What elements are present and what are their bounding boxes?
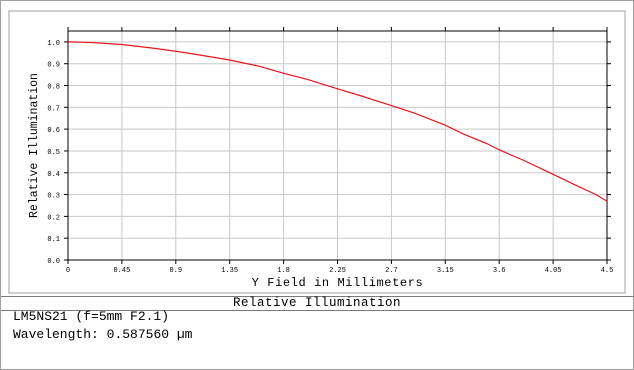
x-tick-label: 0 <box>66 267 70 275</box>
plot-frame <box>67 30 608 261</box>
x-tick-label: 4.05 <box>545 267 562 275</box>
y-tick-label: 0.3 <box>47 193 60 201</box>
lens-name: LM5NS21 (f=5mm F2.1) <box>13 309 170 324</box>
y-tick-label: 0.6 <box>47 127 60 135</box>
y-tick-label: 0.2 <box>47 214 60 222</box>
x-tick-label: 0.9 <box>169 267 182 275</box>
y-axis-label: Relative Illumination <box>28 73 41 218</box>
chart-border <box>8 10 626 294</box>
y-tick-label: 0.5 <box>47 149 60 157</box>
relative-illumination-chart: 0.0 0.1 0.2 0.3 0.4 0.5 0.6 0.7 0.8 0.9 1.0 0 0.45 0.… <box>8 10 626 294</box>
y-tick-label: 0.9 <box>47 62 60 70</box>
y-tick-label: 1.0 <box>47 40 60 48</box>
x-tick-label: 2.25 <box>329 267 346 275</box>
y-tick-label: 0.8 <box>47 84 60 92</box>
x-tick-label: 3.6 <box>493 267 506 275</box>
wavelength-label: Wavelength: <box>13 327 99 342</box>
relative-illumination-line <box>67 41 608 202</box>
x-tick-label: 3.15 <box>437 267 454 275</box>
x-tick-label: 1.35 <box>221 267 238 275</box>
x-tick-label: 0.45 <box>113 267 130 275</box>
y-tick-label: 0.7 <box>47 105 60 113</box>
x-tick-label: 2.7 <box>385 267 398 275</box>
x-tick-label: 1.8 <box>277 267 290 275</box>
y-tick-label: 0.0 <box>47 258 60 266</box>
y-tick-label: 0.4 <box>47 171 60 179</box>
wavelength-line: Wavelength: 0.587560 µm <box>13 327 192 342</box>
y-tick-label: 0.1 <box>47 236 60 244</box>
x-tick-label: 4.5 <box>601 267 614 275</box>
wavelength-value: 0.587560 µm <box>106 327 193 342</box>
x-axis-label: Y Field in Millimeters <box>252 276 424 290</box>
chart-title-bar: Relative Illumination <box>1 296 633 311</box>
